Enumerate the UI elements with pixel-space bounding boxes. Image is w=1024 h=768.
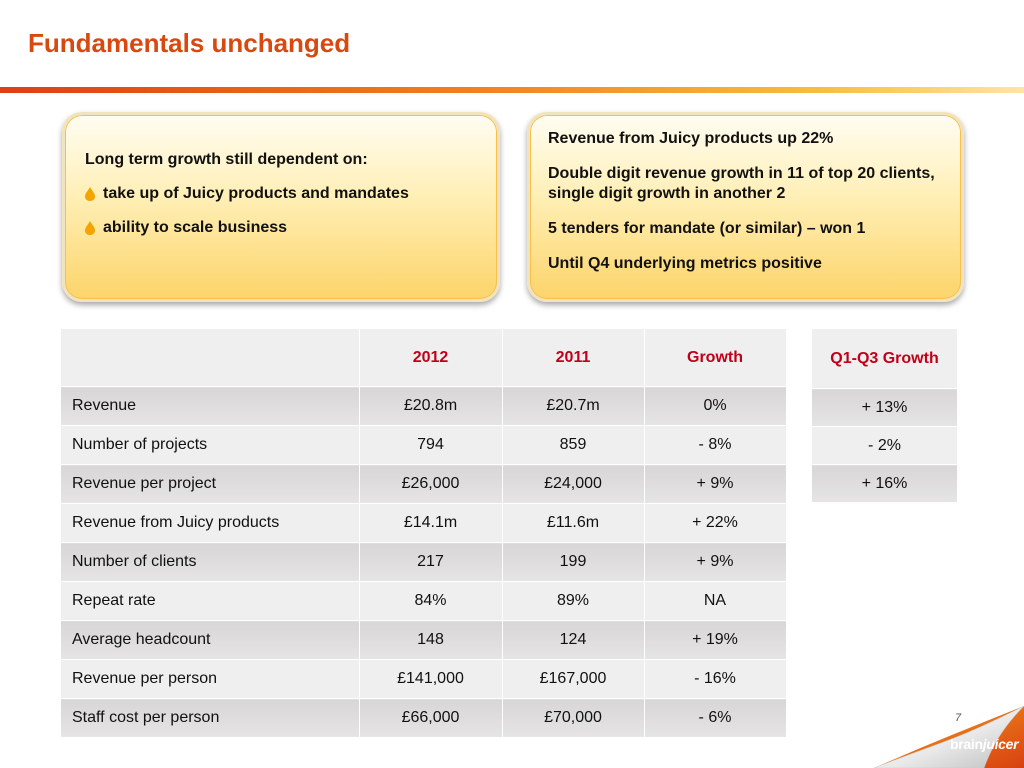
growth-value: + 19% bbox=[644, 620, 787, 660]
table-row: Revenue £20.8m £20.7m 0% bbox=[61, 386, 787, 426]
highlight-point: Double digit revenue growth in 11 of top… bbox=[548, 165, 935, 202]
value-2011: 859 bbox=[502, 425, 645, 465]
highlights-box: Revenue from Juicy products up 22% Doubl… bbox=[527, 112, 964, 302]
title-divider bbox=[0, 87, 1024, 93]
column-header: 2012 bbox=[359, 329, 503, 387]
logo-brain-text: brain bbox=[950, 736, 983, 752]
flame-bullet-icon bbox=[85, 187, 95, 201]
table-row: Revenue from Juicy products £14.1m £11.6… bbox=[61, 503, 787, 543]
metric-label: Revenue per project bbox=[61, 464, 360, 504]
growth-value: 0% bbox=[644, 386, 787, 426]
metric-label: Revenue bbox=[61, 386, 360, 426]
dependencies-lead: Long term growth still dependent on: bbox=[85, 151, 368, 168]
value-2012: £26,000 bbox=[359, 464, 503, 504]
q1-q3-growth-value: + 13% bbox=[812, 388, 957, 427]
metric-label: Staff cost per person bbox=[61, 698, 360, 738]
table-row: Average headcount 148 124 + 19% bbox=[61, 620, 787, 660]
logo-juicer-text: juicer bbox=[982, 736, 1019, 752]
value-2012: 84% bbox=[359, 581, 503, 621]
table-row: Revenue per person £141,000 £167,000 - 1… bbox=[61, 659, 787, 699]
value-2012: 148 bbox=[359, 620, 503, 660]
metric-label: Revenue from Juicy products bbox=[61, 503, 360, 543]
metric-label: Number of projects bbox=[61, 425, 360, 465]
table-row: + 16% bbox=[812, 464, 957, 503]
highlight-point: Until Q4 underlying metrics positive bbox=[548, 255, 822, 272]
metric-label: Repeat rate bbox=[61, 581, 360, 621]
table-row: Revenue per project £26,000 £24,000 + 9% bbox=[61, 464, 787, 504]
table-row: + 13% bbox=[812, 388, 957, 427]
q1-q3-growth-table: Q1-Q3 Growth + 13% - 2% + 16% bbox=[812, 329, 957, 503]
growth-value: + 9% bbox=[644, 542, 787, 582]
highlight-point: Revenue from Juicy products up 22% bbox=[548, 130, 834, 147]
growth-value: + 22% bbox=[644, 503, 787, 543]
value-2011: £70,000 bbox=[502, 698, 645, 738]
table-row: Staff cost per person £66,000 £70,000 - … bbox=[61, 698, 787, 738]
fundamentals-table: 2012 2011 Growth Revenue £20.8m £20.7m 0… bbox=[61, 329, 787, 738]
growth-value: - 16% bbox=[644, 659, 787, 699]
value-2011: 199 bbox=[502, 542, 645, 582]
value-2012: £20.8m bbox=[359, 386, 503, 426]
page-curl-decoration bbox=[873, 706, 1024, 768]
value-2011: £24,000 bbox=[502, 464, 645, 504]
growth-value: - 8% bbox=[644, 425, 787, 465]
table-row: Number of projects 794 859 - 8% bbox=[61, 425, 787, 465]
highlight-point: 5 tenders for mandate (or similar) – won… bbox=[548, 220, 866, 237]
flame-bullet-icon bbox=[85, 221, 95, 235]
value-2011: £11.6m bbox=[502, 503, 645, 543]
metric-label: Average headcount bbox=[61, 620, 360, 660]
value-2011: 124 bbox=[502, 620, 645, 660]
dependency-item: take up of Juicy products and mandates bbox=[85, 183, 497, 205]
growth-dependencies-box: Long term growth still dependent on: tak… bbox=[62, 112, 500, 302]
value-2012: £14.1m bbox=[359, 503, 503, 543]
value-2012: £66,000 bbox=[359, 698, 503, 738]
value-2012: 217 bbox=[359, 542, 503, 582]
table-row: Repeat rate 84% 89% NA bbox=[61, 581, 787, 621]
value-2011: £20.7m bbox=[502, 386, 645, 426]
growth-value: + 9% bbox=[644, 464, 787, 504]
value-2012: £141,000 bbox=[359, 659, 503, 699]
value-2011: £167,000 bbox=[502, 659, 645, 699]
growth-value: - 6% bbox=[644, 698, 787, 738]
metric-label: Number of clients bbox=[61, 542, 360, 582]
growth-value: NA bbox=[644, 581, 787, 621]
page-title: Fundamentals unchanged bbox=[28, 28, 351, 58]
page-number: 7 bbox=[955, 712, 962, 724]
value-2011: 89% bbox=[502, 581, 645, 621]
q1-q3-growth-value: + 16% bbox=[812, 464, 957, 503]
q1-q3-growth-value: - 2% bbox=[812, 426, 957, 465]
column-header: 2011 bbox=[502, 329, 645, 387]
dependency-label: ability to scale business bbox=[103, 219, 288, 236]
brainjuicer-logo: brainjuicer bbox=[950, 736, 1019, 752]
metric-label: Revenue per person bbox=[61, 659, 360, 699]
table-row: Number of clients 217 199 + 9% bbox=[61, 542, 787, 582]
column-header bbox=[61, 329, 360, 387]
table-header-row: Q1-Q3 Growth bbox=[812, 329, 957, 389]
dependency-label: take up of Juicy products and mandates bbox=[103, 185, 409, 202]
column-header: Q1-Q3 Growth bbox=[812, 329, 957, 389]
table-header-row: 2012 2011 Growth bbox=[61, 329, 787, 387]
column-header: Growth bbox=[644, 329, 787, 387]
dependency-item: ability to scale business bbox=[85, 217, 497, 239]
value-2012: 794 bbox=[359, 425, 503, 465]
table-row: - 2% bbox=[812, 426, 957, 465]
